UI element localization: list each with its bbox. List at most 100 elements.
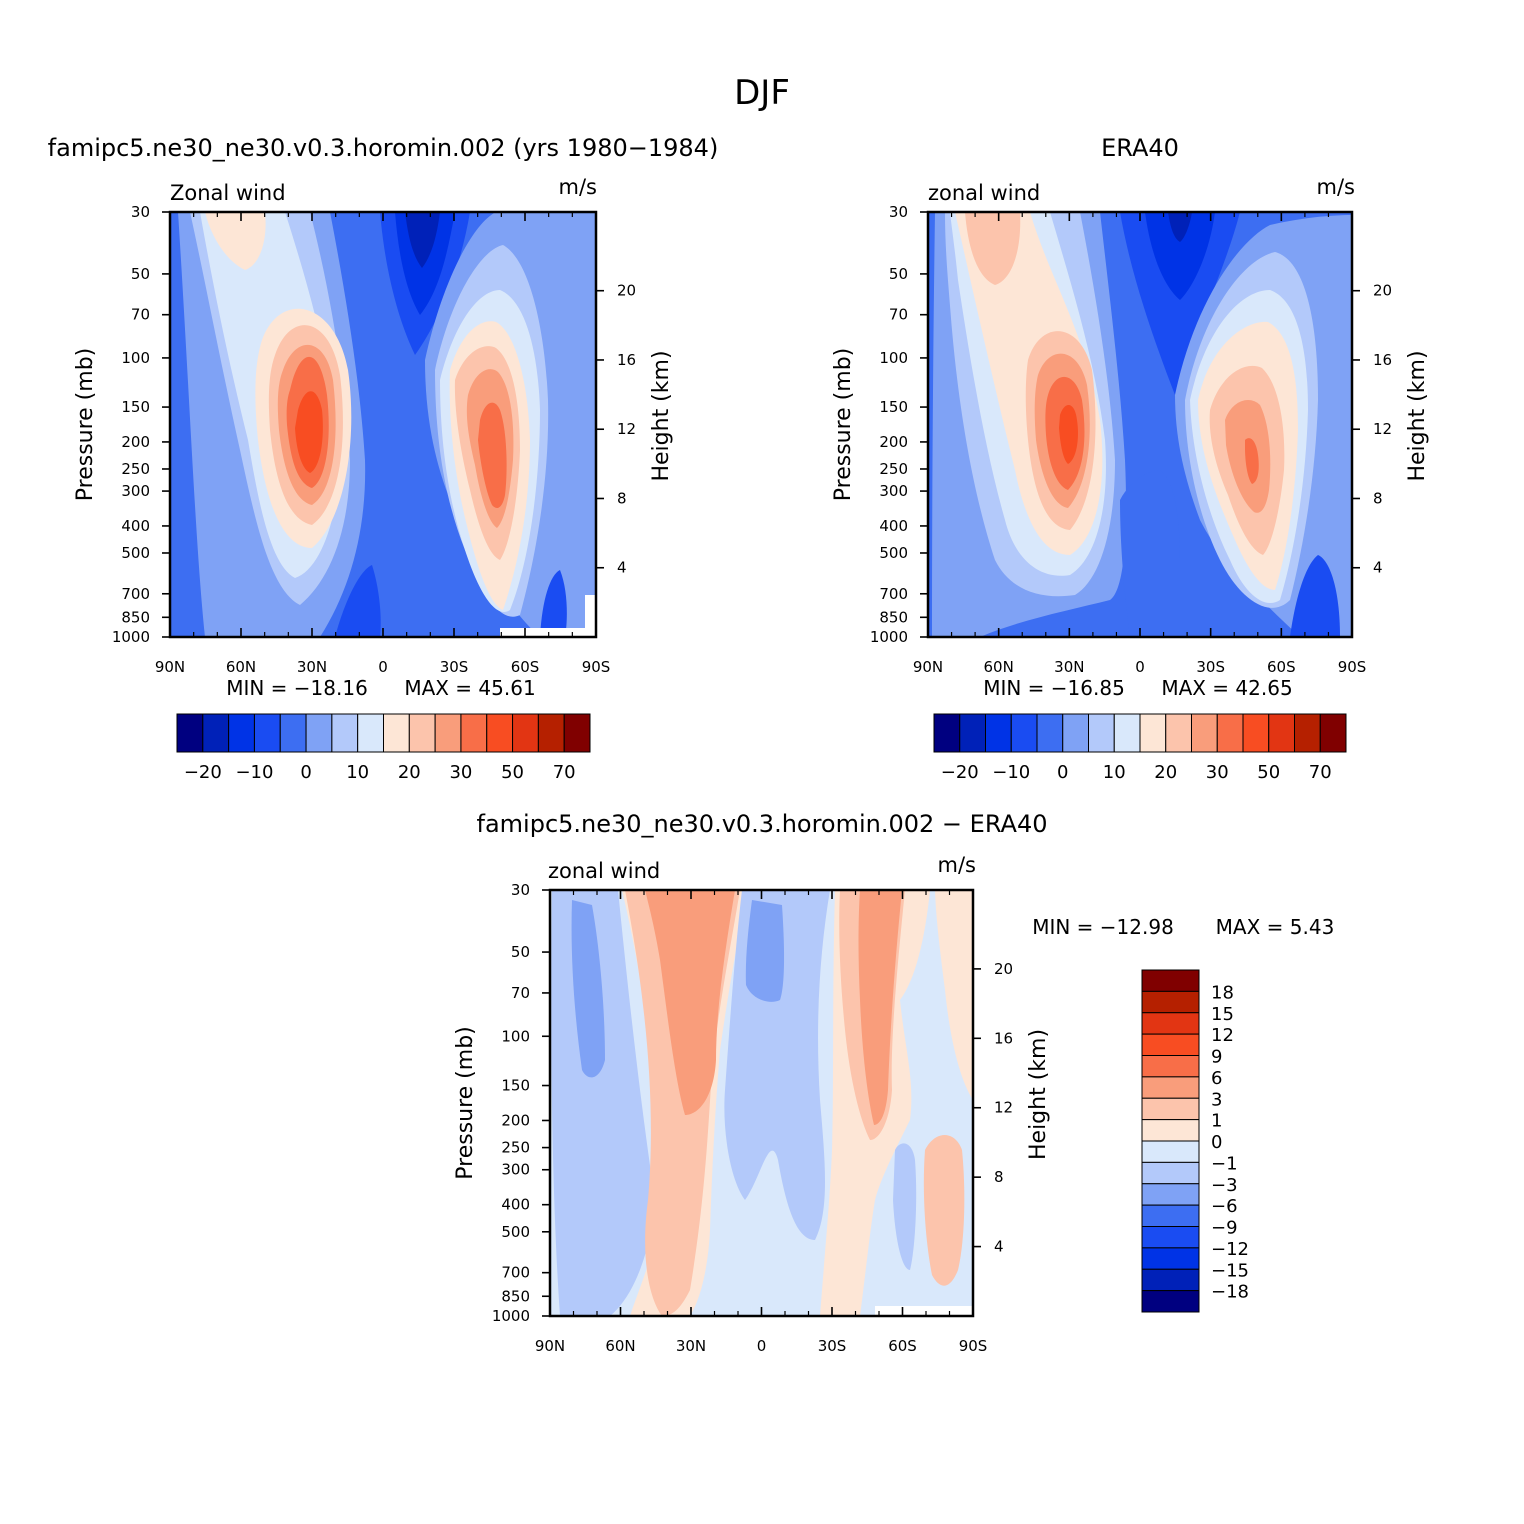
y-tick-label: 100 — [501, 1027, 530, 1045]
colorbar-swatch — [1062, 713, 1089, 753]
colorbar-label: 30 — [449, 762, 472, 783]
y-tick-label: 1000 — [492, 1307, 530, 1325]
y-tick-label: 70 — [889, 306, 908, 324]
y-tick-label: 250 — [879, 460, 908, 478]
colorbar-label: −12 — [1211, 1239, 1249, 1260]
y-right-tick-label: 16 — [1373, 351, 1392, 369]
x-tick-label: 60N — [226, 658, 256, 676]
model-sh-surface-neg — [540, 570, 567, 637]
colorbar-swatch — [1141, 1268, 1200, 1292]
colorbar-swatch — [1319, 713, 1347, 753]
colorbar-swatch — [1242, 713, 1270, 753]
colorbar-swatch — [1191, 713, 1218, 753]
colorbar-label: 6 — [1211, 1068, 1222, 1089]
x-tick-label: 30N — [676, 1337, 706, 1355]
y-tick-label: 300 — [501, 1161, 530, 1179]
y-tick-label: 700 — [121, 585, 150, 603]
colorbar-swatch — [408, 713, 436, 753]
x-tick-label: 60S — [888, 1337, 917, 1355]
colorbar-label: 50 — [501, 762, 524, 783]
obs-sh-surface-neg — [1290, 555, 1340, 637]
x-tick-label: 60S — [1267, 658, 1296, 676]
y-tick-label: 70 — [131, 306, 150, 324]
colorbar-label: 20 — [1154, 762, 1177, 783]
model-sh-band-7 — [478, 402, 507, 508]
colorbar-label: −1 — [1211, 1153, 1238, 1174]
diff-pos-nh-3 — [645, 890, 735, 1115]
y-axis-title: Pressure (mb) — [831, 348, 856, 502]
colorbar-swatch — [228, 713, 255, 753]
colorbar-swatch — [486, 713, 514, 753]
y-tick-label: 70 — [511, 984, 530, 1002]
y-tick-label: 850 — [121, 608, 150, 626]
y-tick-label: 1000 — [112, 628, 150, 646]
panel-model-axes: 90N 60N 30N 0 30S 60S 90S 30 50 70 100 150 200 250 300… — [73, 203, 674, 676]
y-tick-label: 50 — [131, 265, 150, 283]
y-right-tick-label: 20 — [994, 960, 1013, 978]
obs-nh-band-8 — [1059, 404, 1078, 464]
colorbar-swatch — [1141, 1140, 1200, 1163]
x-tick-label: 60S — [511, 658, 540, 676]
model-missing-region — [500, 628, 596, 637]
colorbar-swatch — [1165, 713, 1192, 753]
colorbar-swatch — [933, 713, 961, 753]
colorbar-swatch — [1141, 1204, 1200, 1227]
colorbar-label: −10 — [235, 762, 273, 783]
y-right-tick-label: 4 — [1373, 559, 1383, 577]
y-tick-label: 200 — [121, 433, 150, 451]
y-tick-label: 700 — [501, 1264, 530, 1282]
y-tick-label: 100 — [879, 349, 908, 367]
panel-diff-axes: 90N 60N 30N 0 30S 60S 90S 30 50 70 100 150 200 250 300… — [453, 881, 1051, 1355]
colorbar-label: −18 — [1211, 1282, 1249, 1303]
y-tick-label: 700 — [879, 585, 908, 603]
y-right-tick-label: 4 — [617, 559, 627, 577]
panel-obs: ERA40 zonal wind m/s — [831, 134, 1430, 700]
colorbar-label: −6 — [1211, 1196, 1238, 1217]
y-tick-label: 300 — [879, 482, 908, 500]
colorbar-swatch — [1141, 1076, 1200, 1099]
obs-sh-band-7 — [1245, 438, 1259, 484]
x-tick-label: 90N — [913, 658, 943, 676]
colorbar-obs: −20 −10 0 10 20 30 50 70 — [933, 713, 1347, 783]
y-tick-label: 100 — [121, 349, 150, 367]
y-right-tick-label: 8 — [1373, 489, 1383, 507]
colorbar-label: 15 — [1211, 1004, 1234, 1025]
y-tick-label: 150 — [121, 398, 150, 416]
colorbar-swatch — [537, 713, 565, 753]
y-right-tick-label: 20 — [617, 282, 636, 300]
colorbar-swatch — [279, 713, 307, 753]
colorbar-label: 3 — [1211, 1089, 1222, 1110]
panel-obs-field — [928, 212, 1352, 637]
colorbar-label: 1 — [1211, 1111, 1222, 1132]
colorbar-swatch — [1113, 713, 1141, 753]
colorbar-label: 0 — [300, 762, 311, 783]
y-tick-label: 300 — [121, 482, 150, 500]
colorbar-swatch — [1088, 713, 1115, 753]
panel-obs-variable-label: zonal wind — [928, 181, 1040, 205]
colorbar-label: −20 — [184, 762, 222, 783]
panel-diff-variable-label: zonal wind — [548, 859, 660, 883]
panel-model-variable-label: Zonal wind — [170, 181, 286, 205]
obs-neg-region-2 — [1145, 212, 1215, 300]
diff-neg-nh-core — [571, 900, 605, 1078]
y-right-tick-label: 16 — [994, 1029, 1013, 1047]
y-tick-label: 150 — [879, 398, 908, 416]
y-right-axis-title: Height (km) — [1026, 1029, 1051, 1160]
colorbar-swatch — [1141, 990, 1200, 1014]
colorbar-label: 70 — [1309, 762, 1332, 783]
colorbar-swatch — [1141, 1161, 1200, 1185]
x-tick-label: 30S — [818, 1337, 847, 1355]
y-right-tick-label: 16 — [617, 351, 636, 369]
panel-model-header: famipc5.ne30_ne30.v0.3.horomin.002 (yrs … — [48, 134, 719, 162]
colorbar-swatch — [434, 713, 462, 753]
panel-diff-header: famipc5.ne30_ne30.v0.3.horomin.002 − ERA… — [477, 810, 1048, 838]
colorbar-label: −15 — [1211, 1260, 1249, 1281]
colorbar-swatch — [305, 713, 333, 753]
panel-diff-field — [550, 890, 973, 1316]
model-nh-band-8 — [295, 391, 323, 473]
panel-model-max: MAX = 45.61 — [404, 676, 535, 700]
colorbar-label: 18 — [1211, 982, 1234, 1003]
panel-diff-max: MAX = 5.43 — [1216, 915, 1335, 939]
colorbar-swatch — [1216, 713, 1244, 753]
